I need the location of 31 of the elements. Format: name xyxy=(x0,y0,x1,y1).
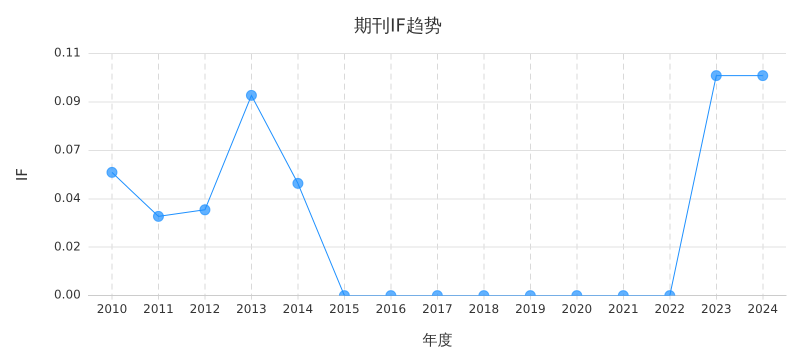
x-tick-label: 2010 xyxy=(96,302,128,316)
x-tick-label: 2020 xyxy=(562,302,592,316)
x-tick-label: 2018 xyxy=(468,302,500,316)
x-tick-label: 2017 xyxy=(422,302,453,316)
y-tick-label: 0.00 xyxy=(54,288,81,302)
y-tick-label: 0.11 xyxy=(54,46,81,60)
x-tick-label: 2014 xyxy=(282,302,314,316)
point xyxy=(106,166,118,178)
x-tick-label: 2013 xyxy=(236,302,267,316)
x-tick-label: 2023 xyxy=(701,302,732,316)
y-tick-label: 0.07 xyxy=(54,142,81,157)
y-axis-title: IF xyxy=(12,168,31,182)
point xyxy=(292,178,304,189)
x-tick-label: 2024 xyxy=(747,302,778,316)
x-tick-label: 2012 xyxy=(190,302,220,316)
chart-title: 期刊IF趋势 xyxy=(354,15,442,36)
x-tick-label: 2021 xyxy=(608,302,639,316)
point xyxy=(710,70,722,82)
x-axis-title: 年度 xyxy=(422,330,452,349)
x-tick-label: 2015 xyxy=(329,302,360,316)
x-tick-label: 2011 xyxy=(143,302,174,316)
point xyxy=(199,204,210,216)
point xyxy=(152,210,164,222)
point xyxy=(757,70,768,82)
x-tick-label: 2019 xyxy=(515,302,546,316)
y-tick-label: 0.04 xyxy=(54,190,81,205)
y-tick-label: 0.02 xyxy=(54,239,81,254)
x-tick-label: 2016 xyxy=(376,302,406,316)
y-tick-label: 0.09 xyxy=(54,94,81,108)
point xyxy=(246,90,257,101)
x-tick-label: 2022 xyxy=(654,302,686,316)
